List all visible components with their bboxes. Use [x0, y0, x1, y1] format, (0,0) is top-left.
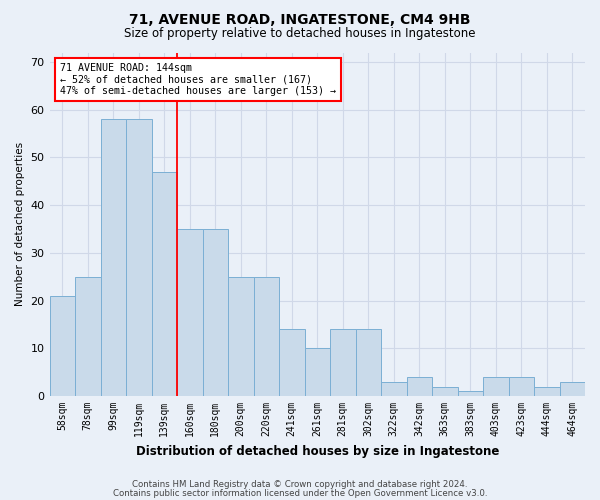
Bar	[279, 330, 305, 396]
Bar	[254, 277, 279, 396]
Bar	[483, 377, 509, 396]
Bar	[330, 330, 356, 396]
Bar	[432, 386, 458, 396]
Bar	[228, 277, 254, 396]
Text: 71, AVENUE ROAD, INGATESTONE, CM4 9HB: 71, AVENUE ROAD, INGATESTONE, CM4 9HB	[129, 12, 471, 26]
Text: Size of property relative to detached houses in Ingatestone: Size of property relative to detached ho…	[124, 28, 476, 40]
Bar	[126, 120, 152, 396]
Bar	[203, 229, 228, 396]
Bar	[152, 172, 177, 396]
Text: Contains HM Land Registry data © Crown copyright and database right 2024.: Contains HM Land Registry data © Crown c…	[132, 480, 468, 489]
Bar	[381, 382, 407, 396]
Bar	[407, 377, 432, 396]
Bar	[458, 392, 483, 396]
Text: 71 AVENUE ROAD: 144sqm
← 52% of detached houses are smaller (167)
47% of semi-de: 71 AVENUE ROAD: 144sqm ← 52% of detached…	[60, 63, 336, 96]
Bar	[305, 348, 330, 396]
Bar	[75, 277, 101, 396]
Bar	[177, 229, 203, 396]
X-axis label: Distribution of detached houses by size in Ingatestone: Distribution of detached houses by size …	[136, 444, 499, 458]
Bar	[356, 330, 381, 396]
Bar	[560, 382, 585, 396]
Text: Contains public sector information licensed under the Open Government Licence v3: Contains public sector information licen…	[113, 488, 487, 498]
Bar	[50, 296, 75, 396]
Bar	[101, 120, 126, 396]
Bar	[509, 377, 534, 396]
Bar	[534, 386, 560, 396]
Y-axis label: Number of detached properties: Number of detached properties	[15, 142, 25, 306]
